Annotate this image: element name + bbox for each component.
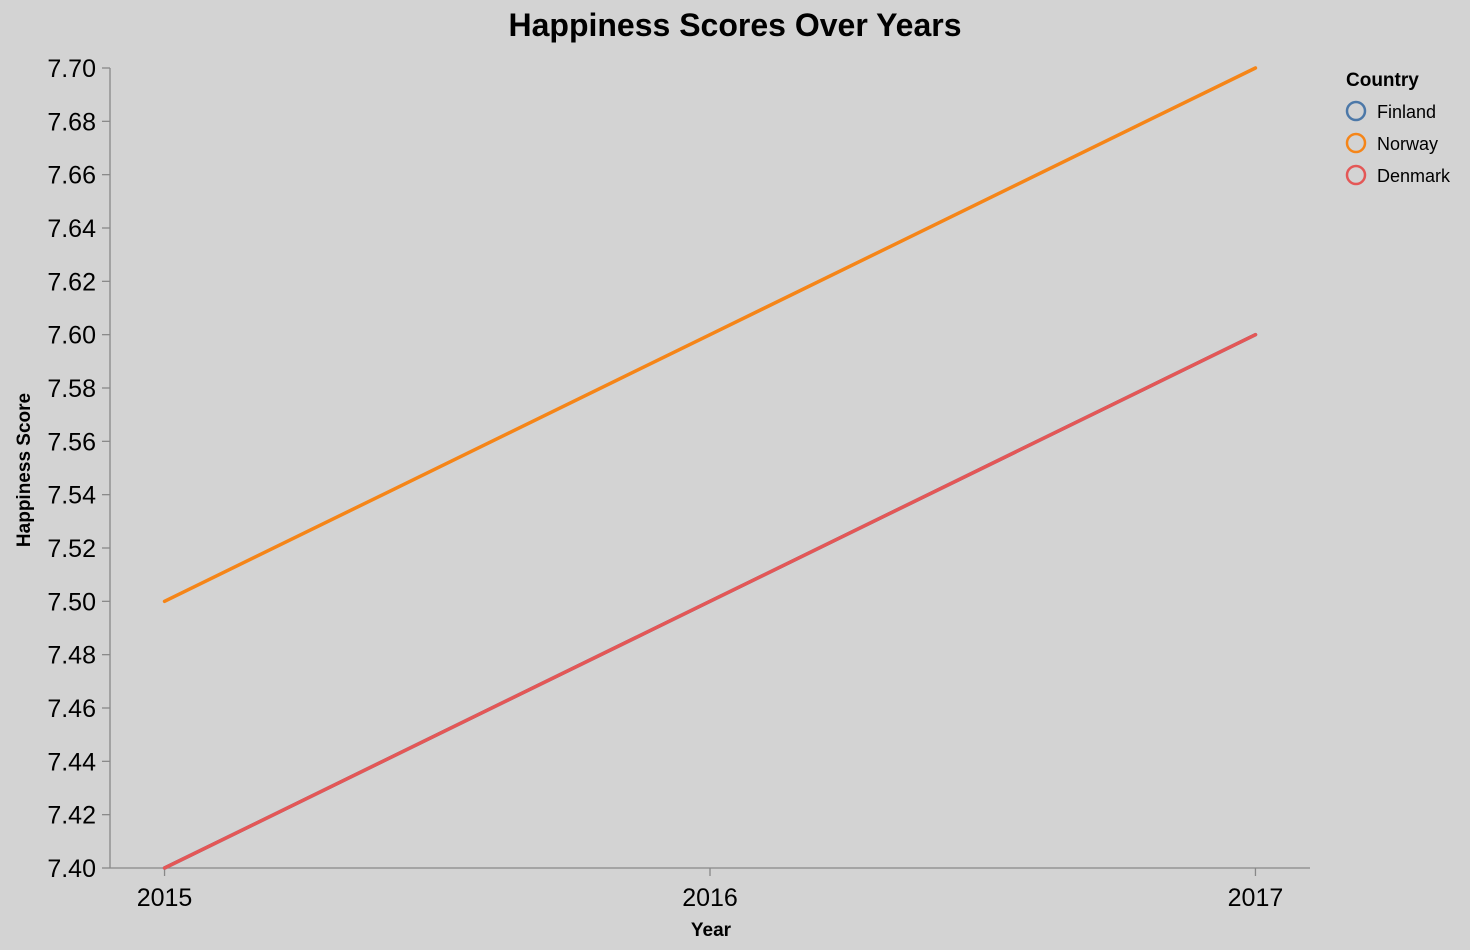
x-axis: 2015 2016 2017 (110, 867, 1310, 912)
y-tick-label: 7.66 (47, 162, 96, 190)
y-tick-label: 7.64 (47, 215, 96, 243)
legend-label-norway: Norway (1377, 134, 1438, 154)
chart-title: Happiness Scores Over Years (508, 7, 961, 43)
y-tick-label: 7.70 (47, 55, 96, 83)
y-tick-label: 7.42 (47, 802, 96, 830)
x-tick-label: 2015 (137, 884, 193, 912)
legend-symbol (1345, 132, 1367, 154)
y-tick-label: 7.62 (47, 268, 96, 296)
legend-symbol (1345, 100, 1367, 122)
x-axis-title: Year (691, 920, 732, 941)
series-line-norway (162, 66, 1258, 604)
y-tick-label: 7.46 (47, 695, 96, 723)
y-tick-label: 7.44 (47, 748, 96, 776)
legend: Country Finland Norway Denmark (1345, 70, 1451, 186)
y-tick-label: 7.68 (47, 108, 96, 136)
x-tick-label: 2016 (682, 884, 738, 912)
y-tick-label: 7.50 (47, 588, 96, 616)
series-group (162, 66, 1258, 870)
legend-title: Country (1346, 70, 1419, 91)
y-axis: 7.40 7.42 7.44 7.46 7.48 7.50 7.52 7.54 7.56 7.58… (47, 55, 111, 883)
y-tick-label: 7.60 (47, 322, 96, 350)
legend-label-finland: Finland (1377, 102, 1436, 122)
legend-symbol (1345, 164, 1367, 186)
y-tick-label: 7.54 (47, 482, 96, 510)
legend-label-denmark: Denmark (1377, 166, 1451, 186)
y-tick-label: 7.52 (47, 535, 96, 563)
x-tick-label: 2017 (1228, 884, 1284, 912)
y-tick-label: 7.56 (47, 428, 96, 456)
y-tick-label: 7.48 (47, 642, 96, 670)
y-tick-label: 7.58 (47, 375, 96, 403)
y-axis-title: Happiness Score (14, 393, 35, 547)
y-tick-label: 7.40 (47, 855, 96, 883)
series-line-denmark (162, 332, 1258, 870)
